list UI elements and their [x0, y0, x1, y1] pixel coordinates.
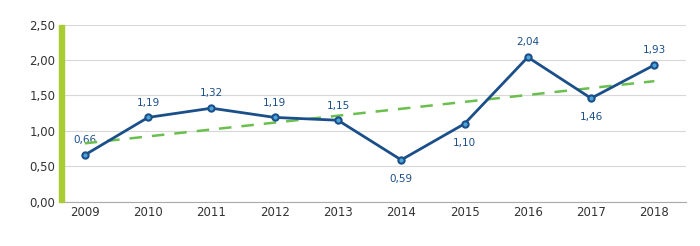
- Text: 2,04: 2,04: [516, 37, 540, 47]
- Text: 1,19: 1,19: [136, 98, 160, 108]
- Text: 1,19: 1,19: [263, 98, 286, 108]
- Text: 0,66: 0,66: [74, 135, 97, 145]
- Text: 1,46: 1,46: [580, 112, 603, 122]
- Text: 1,15: 1,15: [326, 101, 349, 110]
- Text: 1,93: 1,93: [643, 45, 666, 55]
- Text: 1,32: 1,32: [199, 89, 223, 98]
- Text: 1,10: 1,10: [453, 138, 476, 148]
- Text: 0,59: 0,59: [390, 174, 413, 184]
